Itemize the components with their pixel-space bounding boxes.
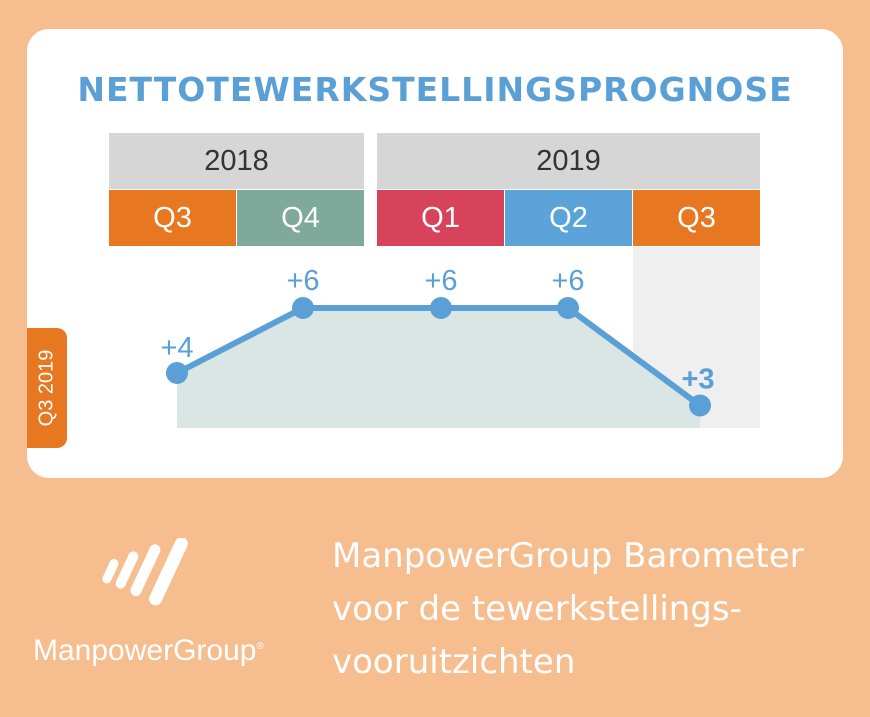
- quarter-header-q3-2019: Q3: [633, 190, 760, 246]
- year-header-2019: 2019: [377, 133, 760, 189]
- data-point-4: [557, 297, 579, 319]
- tagline-line-2: voor de tewerkstellings-: [332, 589, 742, 629]
- data-point-3: [430, 297, 452, 319]
- quarter-header-q2-2019: Q2: [505, 190, 632, 246]
- data-label-1: +4: [160, 332, 193, 364]
- quarter-header-q4-2018: Q4: [237, 190, 364, 246]
- data-label-5: +3: [681, 364, 714, 396]
- quarter-header-q1-2019: Q1: [377, 190, 504, 246]
- brand-name: ManpowerGroup®: [33, 634, 264, 667]
- period-tab-label: Q3 2019: [35, 349, 58, 427]
- data-label-3: +6: [424, 265, 457, 297]
- manpowergroup-logo-icon: [102, 538, 188, 606]
- data-point-2: [292, 297, 314, 319]
- quarter-header-q3-2018: Q3: [109, 190, 236, 246]
- forecast-area: [177, 308, 700, 428]
- chart-title: NETTOTEWERKSTELLINGSPROGNOSE: [77, 70, 793, 109]
- tagline-line-1: ManpowerGroup Barometer: [332, 536, 804, 576]
- year-header-2018: 2018: [109, 133, 364, 189]
- data-point-1: [166, 362, 188, 384]
- period-tab: Q3 2019: [27, 328, 67, 448]
- tagline: ManpowerGroup Barometer voor de tewerkst…: [332, 530, 852, 689]
- data-label-4: +6: [551, 265, 584, 297]
- data-label-2: +6: [286, 265, 319, 297]
- tagline-line-3: vooruitzichten: [332, 642, 576, 682]
- data-point-5: [689, 394, 711, 417]
